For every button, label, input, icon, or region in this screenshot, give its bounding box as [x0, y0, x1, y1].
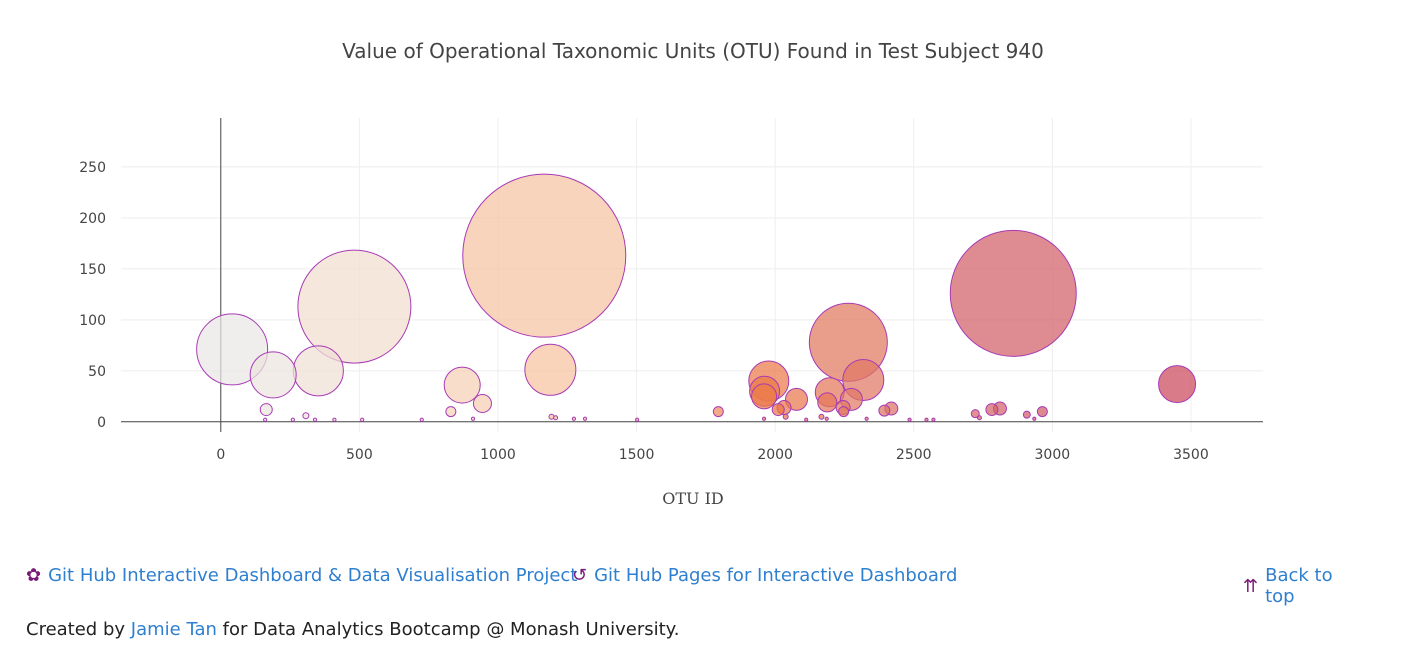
- bubble-point[interactable]: [259, 403, 273, 417]
- bubble-point[interactable]: [1036, 406, 1048, 418]
- double-chevron-up-icon: ⇈: [1243, 575, 1259, 597]
- bubble-point[interactable]: [818, 413, 825, 420]
- back-to-top-label: Back to top: [1265, 565, 1333, 607]
- bubble-point[interactable]: [924, 417, 929, 422]
- bubble-point[interactable]: [878, 404, 891, 417]
- bubble-point[interactable]: [263, 417, 268, 422]
- bubble-point[interactable]: [292, 345, 344, 397]
- link-bar: ✿ Git Hub Interactive Dashboard & Data V…: [26, 565, 1366, 607]
- y-tick-label: 100: [79, 313, 106, 329]
- bubble-point[interactable]: [782, 413, 789, 420]
- bubble-point[interactable]: [524, 343, 577, 396]
- bubble-point[interactable]: [751, 383, 778, 410]
- y-tick-label: 0: [97, 415, 106, 431]
- x-tick-label: 2000: [757, 447, 793, 463]
- bubble-point[interactable]: [635, 417, 640, 422]
- bubble-point[interactable]: [290, 417, 295, 422]
- github-pages-link[interactable]: ↺ Git Hub Pages for Interactive Dashboar…: [572, 565, 957, 586]
- bubble-point[interactable]: [712, 406, 724, 418]
- x-tick-label: 0: [216, 447, 225, 463]
- bubble-point[interactable]: [1022, 410, 1031, 419]
- y-tick-label: 150: [79, 262, 106, 278]
- bubble-point[interactable]: [470, 416, 476, 421]
- chart-bubbles: [196, 173, 1197, 422]
- bubble-point[interactable]: [297, 249, 412, 364]
- chart-tick-labels: 0 500 1000 1500 2000 2500 3000 3500 0 50 100 150 200…: [79, 160, 1208, 463]
- github-octocat-icon: ✿: [26, 565, 42, 586]
- x-tick-label: 1000: [480, 447, 516, 463]
- bubble-point[interactable]: [970, 409, 980, 419]
- bubble-point[interactable]: [761, 416, 767, 421]
- bubble-point[interactable]: [443, 366, 481, 404]
- bubble-point[interactable]: [838, 406, 850, 418]
- bubble-point[interactable]: [472, 393, 492, 413]
- bubble-point[interactable]: [332, 417, 337, 422]
- bubble-point[interactable]: [312, 417, 318, 422]
- github-project-link-label: Git Hub Interactive Dashboard & Data Vis…: [48, 565, 578, 586]
- bubble-point[interactable]: [419, 417, 424, 422]
- footer-credit: Created by Jamie Tan for Data Analytics …: [26, 619, 679, 640]
- bubble-chart: Value of Operational Taxonomic Units (OT…: [79, 39, 1263, 508]
- bubble-point[interactable]: [360, 417, 365, 422]
- bubble-point[interactable]: [553, 415, 559, 421]
- back-to-top-link[interactable]: ⇈ Back to top: [1243, 565, 1366, 607]
- bubble-point[interactable]: [804, 417, 809, 422]
- bubble-point[interactable]: [445, 406, 457, 418]
- author-link[interactable]: Jamie Tan: [130, 619, 217, 640]
- y-tick-label: 50: [88, 364, 106, 380]
- bubble-point[interactable]: [462, 173, 627, 338]
- bubble-point[interactable]: [196, 313, 269, 386]
- x-axis-title: OTU ID: [662, 489, 724, 508]
- y-tick-label: 200: [79, 211, 106, 227]
- bubble-point[interactable]: [907, 417, 912, 422]
- chart-title: Value of Operational Taxonomic Units (OT…: [342, 39, 1044, 63]
- bubble-point[interactable]: [817, 392, 838, 413]
- bubble-point[interactable]: [864, 416, 869, 421]
- bubble-point[interactable]: [985, 403, 999, 417]
- bubble-point[interactable]: [976, 415, 982, 421]
- footer-prefix: Created by: [26, 619, 126, 640]
- github-project-link[interactable]: ✿ Git Hub Interactive Dashboard & Data V…: [26, 565, 577, 586]
- bubble-point[interactable]: [249, 351, 297, 399]
- bubble-point[interactable]: [824, 416, 829, 421]
- bubble-point[interactable]: [571, 416, 577, 421]
- y-tick-label: 250: [79, 160, 106, 176]
- x-tick-label: 1500: [619, 447, 655, 463]
- x-tick-label: 2500: [896, 447, 932, 463]
- bubble-point[interactable]: [302, 412, 310, 420]
- bubble-point[interactable]: [771, 403, 785, 417]
- github-pages-link-label: Git Hub Pages for Interactive Dashboard: [594, 565, 958, 586]
- footer-suffix: for Data Analytics Bootcamp @ Monash Uni…: [222, 619, 680, 640]
- bubble-point[interactable]: [1158, 365, 1197, 404]
- bubble-point[interactable]: [949, 229, 1077, 357]
- bubble-point[interactable]: [548, 413, 555, 420]
- link-loop-icon: ↺: [572, 565, 588, 586]
- bubble-point[interactable]: [1032, 416, 1037, 421]
- x-tick-label: 3500: [1173, 447, 1209, 463]
- x-tick-label: 500: [346, 447, 373, 463]
- bubble-point[interactable]: [931, 417, 936, 422]
- x-tick-label: 3000: [1035, 447, 1071, 463]
- bubble-point[interactable]: [582, 416, 588, 421]
